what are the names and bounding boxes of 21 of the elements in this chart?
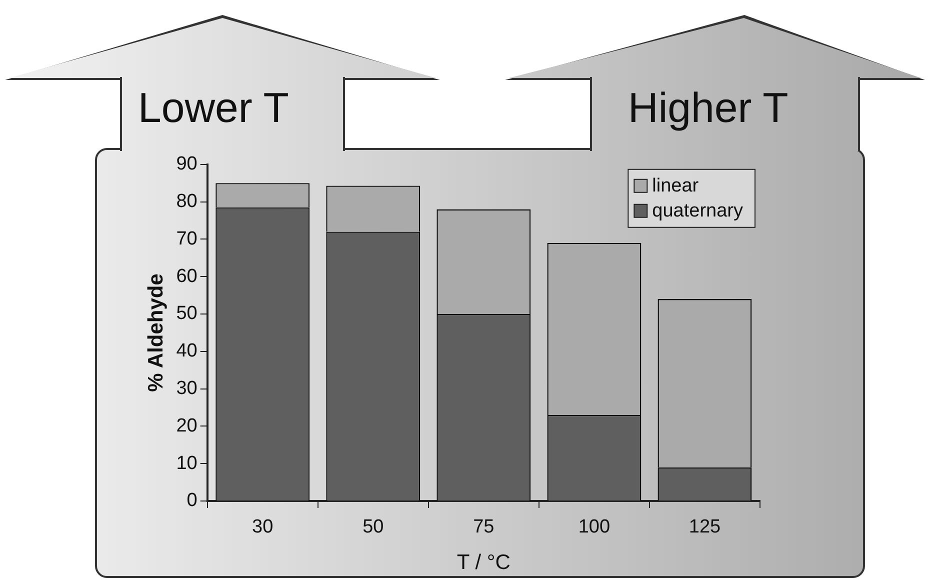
- text: Lower T: [138, 84, 289, 132]
- legend-label: quaternary: [652, 200, 744, 222]
- x-tick-label: 50: [362, 516, 384, 538]
- x-axis-title: T / °C: [456, 551, 510, 574]
- x-tick-label: 75: [473, 516, 494, 538]
- y-tick-label: 30: [176, 378, 198, 400]
- y-tick-label: 80: [176, 191, 198, 212]
- y-tick-label: 40: [176, 340, 198, 362]
- y-tick-label: 50: [176, 303, 198, 324]
- y-tick-label: 10: [176, 452, 198, 474]
- y-tick-label: 0: [186, 490, 198, 512]
- y-axis-title: % Aldehyde: [144, 274, 168, 392]
- y-tick-label: 90: [176, 154, 198, 175]
- y-tick-label: 60: [176, 266, 198, 287]
- y-tick-label: 70: [176, 228, 198, 250]
- x-tick-label: 30: [252, 516, 274, 538]
- text: Higher T: [628, 84, 788, 132]
- x-tick-label: 125: [688, 516, 721, 538]
- legend-label: linear: [652, 176, 700, 197]
- y-tick-label: 20: [176, 415, 198, 436]
- x-tick-label: 100: [578, 516, 610, 538]
